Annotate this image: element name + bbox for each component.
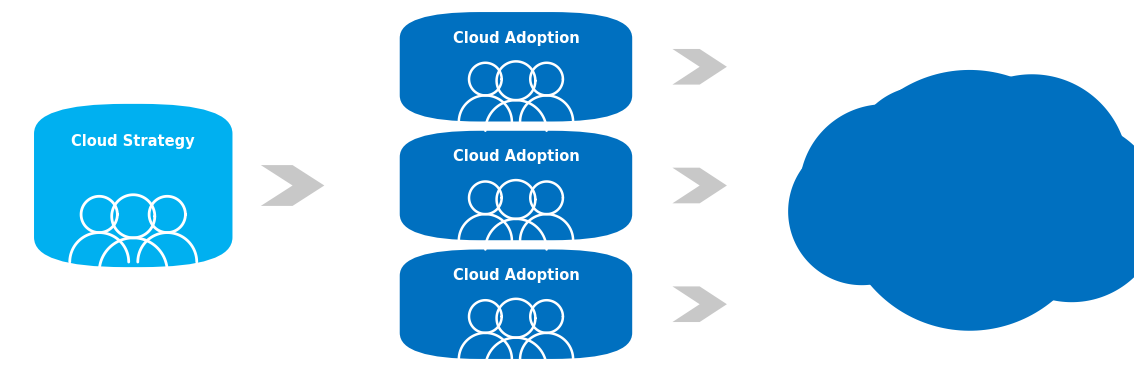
Polygon shape	[788, 138, 936, 285]
FancyBboxPatch shape	[34, 104, 232, 267]
Text: Cloud Adoption: Cloud Adoption	[452, 268, 579, 283]
Polygon shape	[981, 121, 1134, 302]
Polygon shape	[936, 74, 1128, 267]
Text: Cloud Adoption: Cloud Adoption	[452, 31, 579, 46]
Polygon shape	[672, 49, 727, 85]
Text: Cloud Adoption: Cloud Adoption	[452, 150, 579, 164]
Polygon shape	[839, 70, 1100, 331]
Polygon shape	[672, 286, 727, 322]
FancyBboxPatch shape	[399, 131, 633, 240]
Polygon shape	[799, 104, 970, 274]
FancyBboxPatch shape	[399, 12, 633, 122]
Polygon shape	[672, 168, 727, 203]
FancyBboxPatch shape	[399, 250, 633, 359]
Polygon shape	[850, 86, 998, 233]
Polygon shape	[261, 165, 324, 206]
Text: Cloud Strategy: Cloud Strategy	[71, 134, 195, 148]
